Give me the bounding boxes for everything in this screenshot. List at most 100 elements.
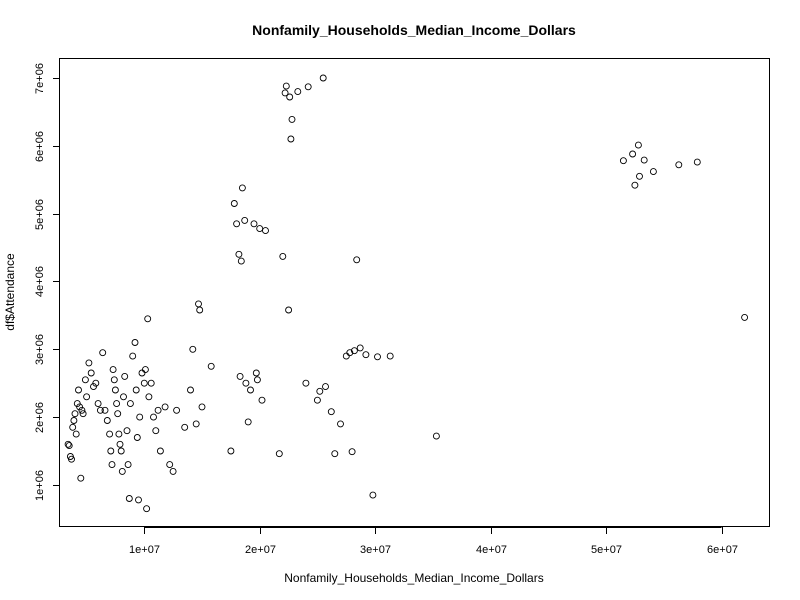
data-point [173, 406, 181, 414]
data-point [81, 376, 89, 384]
x-tick-label: 1e+07 [129, 544, 160, 556]
data-point [304, 83, 312, 91]
data-point [342, 352, 350, 360]
data-point [331, 450, 339, 458]
y-tick-label: 4e+06 [34, 266, 46, 297]
data-point [241, 216, 249, 224]
data-point [129, 352, 137, 360]
data-point [327, 408, 335, 416]
data-point [237, 257, 245, 265]
data-point [287, 135, 295, 143]
data-point [649, 168, 657, 176]
data-point [374, 353, 381, 361]
data-point [386, 352, 394, 360]
data-point [114, 410, 122, 418]
data-point [92, 379, 100, 387]
data-point [72, 430, 80, 438]
data-point [258, 396, 266, 404]
data-point [636, 172, 643, 180]
data-point [675, 161, 683, 169]
data-point [94, 400, 102, 408]
data-point [138, 369, 146, 377]
data-point [319, 74, 327, 82]
data-point [198, 403, 206, 411]
data-point [629, 150, 637, 158]
data-point [103, 417, 111, 424]
data-point [85, 359, 93, 367]
data-point [166, 461, 174, 469]
data-point [275, 450, 283, 458]
data-point [282, 82, 290, 90]
x-axis-label: Nonfamily_Households_Median_Income_Dolla… [284, 571, 543, 585]
data-point [302, 379, 310, 387]
data-point [187, 386, 194, 394]
data-point [69, 423, 77, 431]
data-point [70, 417, 78, 424]
data-point [247, 386, 254, 394]
data-point [279, 252, 287, 260]
data-point [99, 349, 107, 357]
y-tick-label: 3e+06 [34, 334, 46, 365]
data-point [346, 349, 354, 357]
data-point [253, 376, 261, 384]
x-axis: 1e+07 2e+07 3e+07 4e+07 5e+07 6e+07 [129, 527, 738, 556]
data-point [152, 427, 160, 435]
data-point [252, 369, 260, 377]
x-tick-label: 3e+07 [360, 544, 391, 556]
data-point [227, 447, 235, 455]
data-point [76, 403, 84, 411]
data-point [123, 427, 131, 435]
data-point [131, 339, 139, 346]
data-point [337, 420, 344, 428]
data-point [140, 379, 148, 387]
data-point [369, 491, 377, 499]
data-point [154, 406, 162, 414]
data-point [348, 448, 356, 456]
data-point [432, 432, 440, 440]
y-tick-label: 6e+06 [34, 131, 46, 162]
data-point [115, 430, 123, 438]
data-point [256, 225, 264, 233]
x-tick-label: 6e+07 [707, 544, 738, 556]
data-point [286, 93, 294, 101]
data-point [117, 447, 125, 455]
data-point [196, 306, 204, 314]
data-point [136, 413, 144, 421]
data-point [68, 455, 75, 463]
data-point [207, 362, 215, 370]
data-point [230, 200, 238, 207]
data-point [75, 386, 82, 394]
data-point [120, 393, 127, 401]
data-point [125, 495, 133, 502]
data-point [78, 406, 86, 414]
data-point [96, 406, 104, 414]
data-point [147, 379, 155, 387]
data-point [195, 300, 202, 308]
data-point [135, 496, 142, 504]
data-point [281, 89, 289, 97]
data-point [77, 474, 85, 482]
data-point [141, 366, 149, 374]
data-point [161, 403, 169, 411]
data-point [741, 313, 749, 321]
data-point [362, 351, 370, 359]
data-point [350, 347, 358, 355]
data-point [106, 430, 114, 438]
data-point [288, 115, 296, 123]
data-point [65, 442, 73, 450]
data-point [79, 410, 87, 418]
data-point [121, 372, 129, 380]
data-point [113, 400, 121, 408]
data-point [285, 306, 293, 314]
data-point [126, 400, 134, 408]
data-point [238, 184, 246, 192]
data-point [356, 344, 364, 352]
data-point [640, 156, 648, 164]
y-tick-label: 2e+06 [34, 402, 46, 433]
data-point [294, 88, 302, 96]
data-point [109, 366, 117, 374]
x-tick-label: 4e+07 [476, 544, 507, 556]
chart-title: Nonfamily_Households_Median_Income_Dolla… [252, 22, 576, 38]
data-point [156, 447, 164, 455]
data-point [181, 423, 189, 431]
